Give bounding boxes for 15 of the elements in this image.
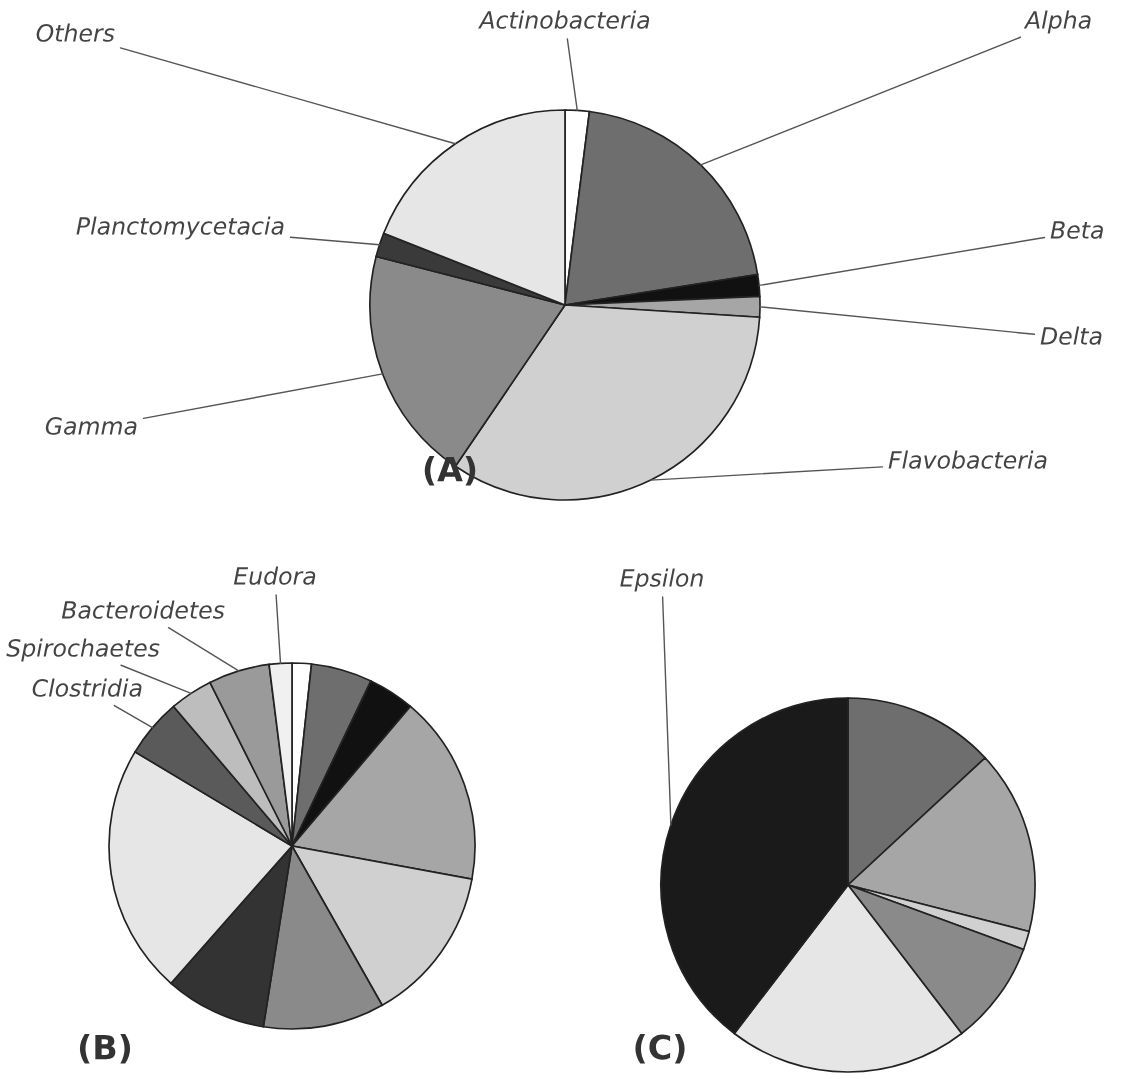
slice-label: Epsilon [620, 568, 703, 592]
slice-label: Flavobacteria [888, 450, 1047, 469]
slice-label: Alpha [1023, 10, 1091, 34]
slice-label: Spirochaetes [6, 638, 160, 662]
text: (B) [79, 1033, 131, 1064]
slice-label: Bacteroidetes [61, 600, 225, 619]
text: (C) [635, 1033, 685, 1064]
slice-label: Gamma [45, 416, 137, 435]
slice-label: Clostridia [32, 678, 142, 697]
slice-label: Beta [1050, 221, 1103, 239]
slice-label: Planctomycetacia [76, 216, 284, 240]
slice-label: Others [36, 23, 115, 42]
slice-label: Eudora [233, 566, 316, 585]
slice-label: Actinobacteria [478, 10, 650, 29]
slice-label: Delta [1040, 326, 1102, 345]
